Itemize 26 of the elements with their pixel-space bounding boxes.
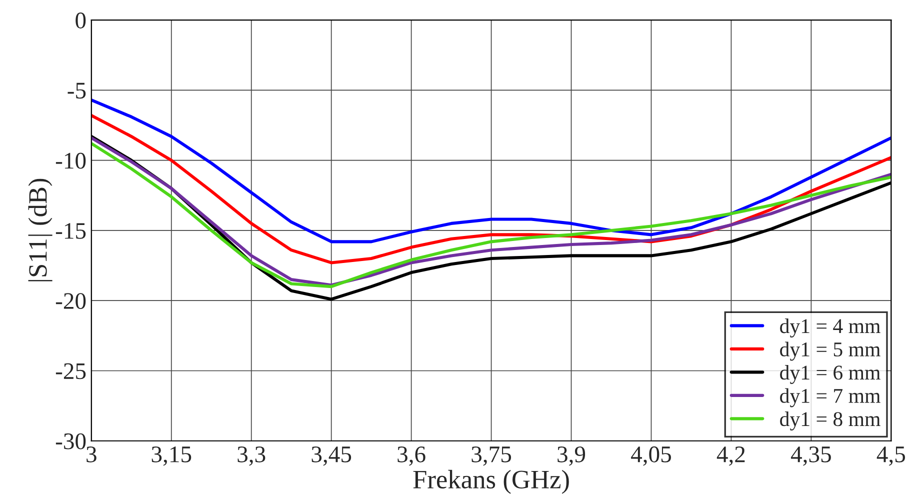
legend-label: dy1 = 5 mm: [780, 342, 880, 361]
y-tick-label: -15: [56, 223, 86, 239]
x-tick-label: 3,3: [238, 446, 266, 466]
y-tick-label: 0: [76, 12, 86, 28]
y-tick-label: -20: [56, 293, 86, 310]
line-series: [91, 98, 892, 244]
x-tick-label: 3,15: [152, 446, 192, 466]
y-tick-label: -30: [56, 433, 86, 450]
x-tick-label: 3: [86, 446, 96, 462]
legend-label: dy1 = 7 mm: [780, 388, 880, 408]
x-axis-title: Frekans (GHz): [413, 470, 569, 494]
x-tick-label: 4,05: [631, 446, 671, 466]
x-tick-label: 3,75: [472, 446, 512, 466]
x-tick-label: 4,5: [876, 446, 905, 466]
x-tick-label: 4,35: [790, 446, 831, 466]
x-tick-label: 4,2: [716, 446, 745, 466]
x-tick-label: 3,9: [558, 446, 586, 466]
x-tick-label: 3,6: [398, 446, 426, 466]
x-tick-label: 3,45: [312, 446, 352, 466]
y-tick-label: -10: [56, 152, 86, 169]
legend-label: dy1 = 6 mm: [780, 365, 880, 384]
y-tick-label: -25: [56, 363, 86, 380]
y-tick-label: -5: [68, 82, 86, 99]
legend-label: dy1 = 8 mm: [780, 412, 880, 430]
y-axis-title: |S11| (dB): [28, 178, 52, 282]
legend-label: dy1 = 4 mm: [780, 318, 880, 338]
